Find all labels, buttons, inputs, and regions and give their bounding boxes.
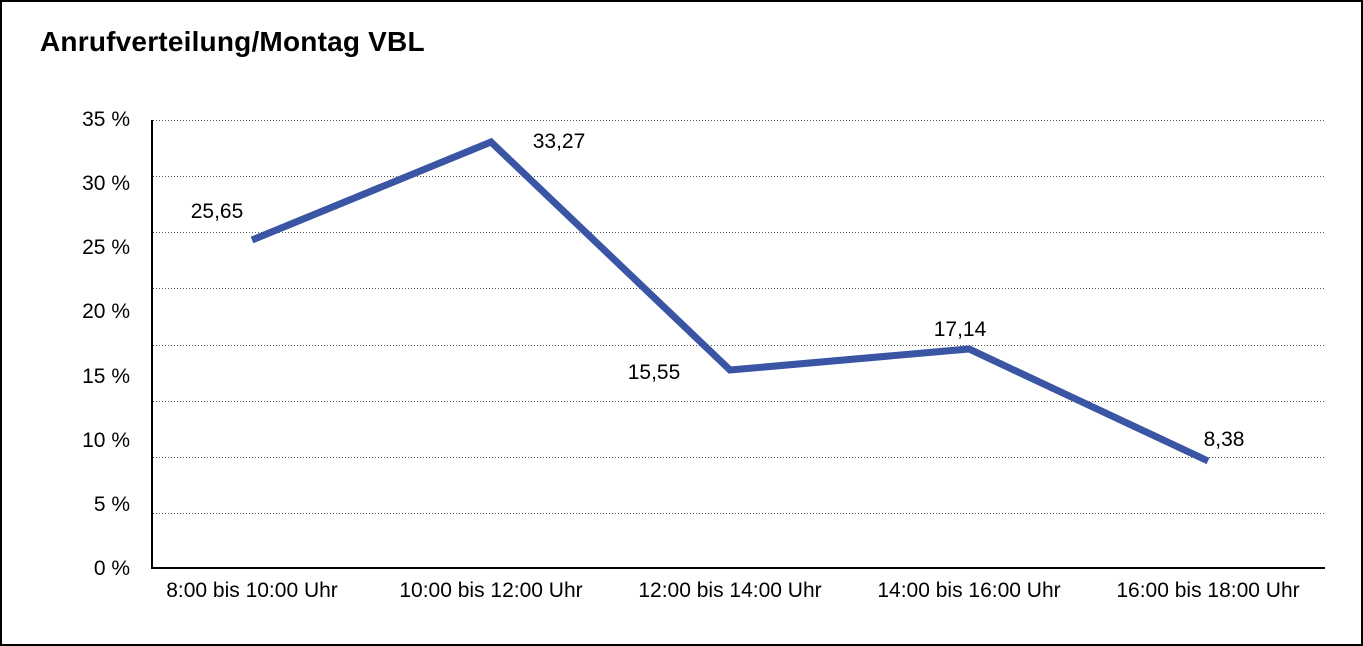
x-axis-category-label: 10:00 bis 12:00 Uhr: [399, 579, 583, 602]
data-point-label: 33,27: [532, 130, 586, 153]
gridline: [153, 513, 1325, 514]
y-tick-label: 5 %: [93, 493, 130, 516]
y-tick-label: 35 %: [82, 108, 130, 131]
gridline: [153, 176, 1325, 177]
y-tick-label: 15 %: [82, 365, 130, 388]
x-axis-category-label: 14:00 bis 16:00 Uhr: [877, 579, 1061, 602]
data-point-label: 17,14: [933, 318, 987, 341]
gridline: [153, 401, 1325, 402]
data-point-label: 25,65: [190, 200, 244, 223]
x-axis-category-label: 16:00 bis 18:00 Uhr: [1116, 579, 1300, 602]
gridline: [153, 120, 1325, 121]
y-tick-label: 25 %: [82, 236, 130, 259]
y-tick-label: 10 %: [82, 429, 130, 452]
gridline: [153, 232, 1325, 233]
gridline: [153, 345, 1325, 346]
y-tick-label: 0 %: [93, 557, 130, 580]
plot-area: [151, 120, 1325, 569]
gridline: [153, 457, 1325, 458]
x-axis-category-label: 8:00 bis 10:00 Uhr: [166, 579, 338, 602]
x-axis-category-label: 12:00 bis 14:00 Uhr: [638, 579, 822, 602]
gridline: [153, 288, 1325, 289]
y-tick-label: 20 %: [82, 300, 130, 323]
y-tick-label: 30 %: [82, 172, 130, 195]
data-point-label: 8,38: [1203, 428, 1245, 451]
chart-title: Anrufverteilung/Montag VBL: [40, 26, 425, 57]
data-point-label: 15,55: [627, 361, 681, 384]
